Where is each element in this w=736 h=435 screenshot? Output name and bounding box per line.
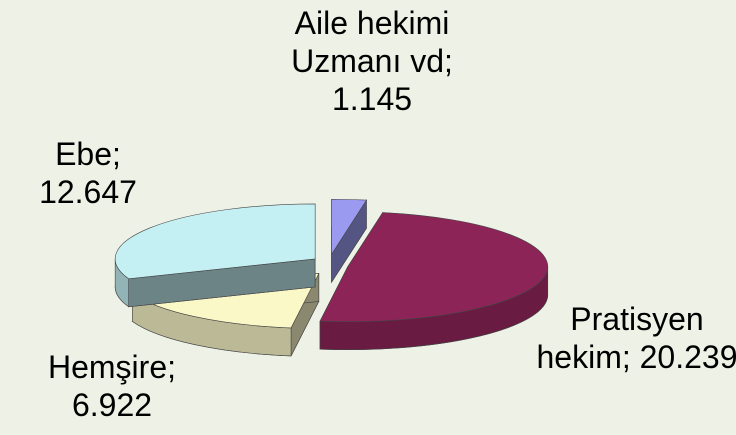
- slice-label: Pratisyen hekim; 20.239: [535, 300, 736, 376]
- value-label: 1.145: [331, 81, 413, 117]
- slice-label: Hemşire; 6.922: [10, 348, 214, 424]
- value-label: 6.922: [71, 387, 153, 423]
- slice-top: [331, 198, 368, 256]
- slice: [331, 198, 368, 284]
- slice-label: Aile hekimi Uzmanı vd; 1.145: [287, 4, 457, 118]
- category-label: Pratisyen hekim;: [536, 301, 704, 375]
- value-label: 20.239: [639, 339, 736, 375]
- category-label: Aile hekimi Uzmanı vd;: [291, 5, 453, 79]
- slice-top: [319, 212, 549, 322]
- value-label: 12.647: [39, 174, 137, 210]
- slice: [319, 211, 549, 350]
- category-label: Ebe;: [55, 136, 121, 172]
- slice-top: [114, 203, 316, 280]
- category-label: Hemşire;: [47, 349, 176, 385]
- slice: [114, 203, 316, 308]
- slice-label: Ebe; 12.647: [10, 135, 166, 211]
